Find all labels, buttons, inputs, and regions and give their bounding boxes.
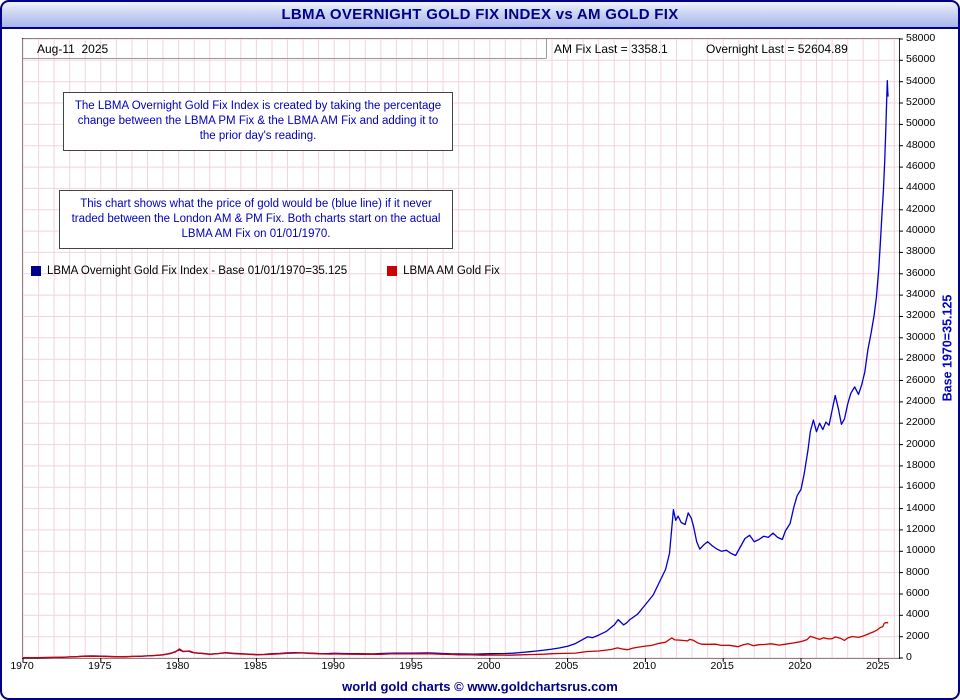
- y-tick-label: 8000: [906, 565, 930, 578]
- y-tick-label: 50000: [906, 117, 936, 130]
- y-tick-label: 34000: [906, 288, 936, 301]
- y-tick-label: 4000: [906, 608, 930, 621]
- x-tick-label: 2005: [554, 660, 579, 672]
- y-tick-label: 12000: [906, 522, 936, 535]
- x-axis-labels: 1970 1975 1980 1985 1990 1995 2000 2005 2010 2015…: [10, 660, 902, 674]
- y-tick-label: 56000: [906, 53, 936, 66]
- y-axis-labels: 0 2000 4000 6000 8000 10000 12000 14000 16000 180…: [898, 32, 948, 663]
- y-tick-label: 30000: [906, 330, 936, 343]
- page-title-text: LBMA OVERNIGHT GOLD FIX INDEX vs AM GOLD…: [281, 6, 679, 23]
- y-tick-label: 52000: [906, 96, 936, 109]
- legend-swatch-overnight-index: [31, 266, 41, 276]
- y-tick-label: 24000: [906, 394, 936, 407]
- y-tick-label: 48000: [906, 138, 936, 151]
- y-tick-label: 16000: [906, 480, 936, 493]
- y-tick-label: 28000: [906, 352, 936, 365]
- legend: LBMA Overnight Gold Fix Index - Base 01/…: [31, 265, 500, 277]
- y-tick-label: 22000: [906, 416, 936, 429]
- legend-label-overnight-index: LBMA Overnight Gold Fix Index - Base 01/…: [47, 265, 348, 277]
- x-tick-label: 2000: [477, 660, 501, 672]
- y-tick-label: 18000: [906, 458, 936, 471]
- y-tick-label: 54000: [906, 74, 936, 87]
- y-tick-label: 58000: [906, 32, 936, 44]
- page-title: LBMA OVERNIGHT GOLD FIX INDEX vs AM GOLD…: [2, 2, 958, 29]
- y-tick-label: 14000: [906, 501, 936, 514]
- plot-area: Aug-11 2025 AM Fix Last = 3358.1 Overnig…: [22, 38, 903, 662]
- y-axis-title: Base 1970=35.125: [936, 38, 958, 657]
- x-tick-label: 2025: [866, 660, 890, 672]
- legend-label-am-gold-fix: LBMA AM Gold Fix: [403, 265, 500, 277]
- legend-swatch-am-gold-fix: [387, 266, 398, 276]
- x-tick-label: 1975: [88, 660, 112, 672]
- y-tick-label: 2000: [906, 629, 930, 642]
- am-fix-last-value: AM Fix Last = 3358.1: [554, 42, 668, 56]
- x-tick-label: 1995: [399, 660, 423, 672]
- overnight-last-value: Overnight Last = 52604.89: [706, 42, 848, 56]
- legend-item-am-gold-fix: LBMA AM Gold Fix: [387, 265, 500, 277]
- x-tick-label: 2010: [632, 660, 657, 672]
- y-tick-label: 20000: [906, 437, 936, 450]
- y-axis-title-text: Base 1970=35.125: [940, 294, 955, 401]
- y-tick-label: 38000: [906, 245, 936, 258]
- y-tick-label: 42000: [906, 202, 936, 215]
- y-tick-label: 32000: [906, 309, 936, 322]
- y-tick-label: 36000: [906, 266, 936, 279]
- x-tick-label: 1990: [321, 660, 345, 672]
- y-tick-label: 10000: [906, 544, 936, 557]
- y-tick-label: 26000: [906, 373, 936, 386]
- y-tick-label: 46000: [906, 160, 936, 173]
- y-tick-label: 44000: [906, 181, 936, 194]
- note-box-index-definition: The LBMA Overnight Gold Fix Index is cre…: [63, 92, 453, 151]
- x-tick-label: 1985: [243, 660, 268, 672]
- y-tick-label: 0: [906, 651, 912, 663]
- x-tick-label: 1970: [10, 660, 34, 672]
- x-tick-label: 2020: [788, 660, 812, 672]
- x-tick-label: 1980: [165, 660, 190, 672]
- date-label: Aug-11 2025: [37, 42, 109, 56]
- footer-caption: world gold charts © www.goldchartsrus.co…: [342, 679, 618, 694]
- legend-item-overnight-index: LBMA Overnight Gold Fix Index - Base 01/…: [31, 265, 347, 277]
- y-tick-label: 40000: [906, 224, 936, 237]
- y-tick-label: 6000: [906, 586, 930, 599]
- note-box-chart-explanation: This chart shows what the price of gold …: [59, 190, 453, 249]
- x-tick-label: 2015: [710, 660, 734, 672]
